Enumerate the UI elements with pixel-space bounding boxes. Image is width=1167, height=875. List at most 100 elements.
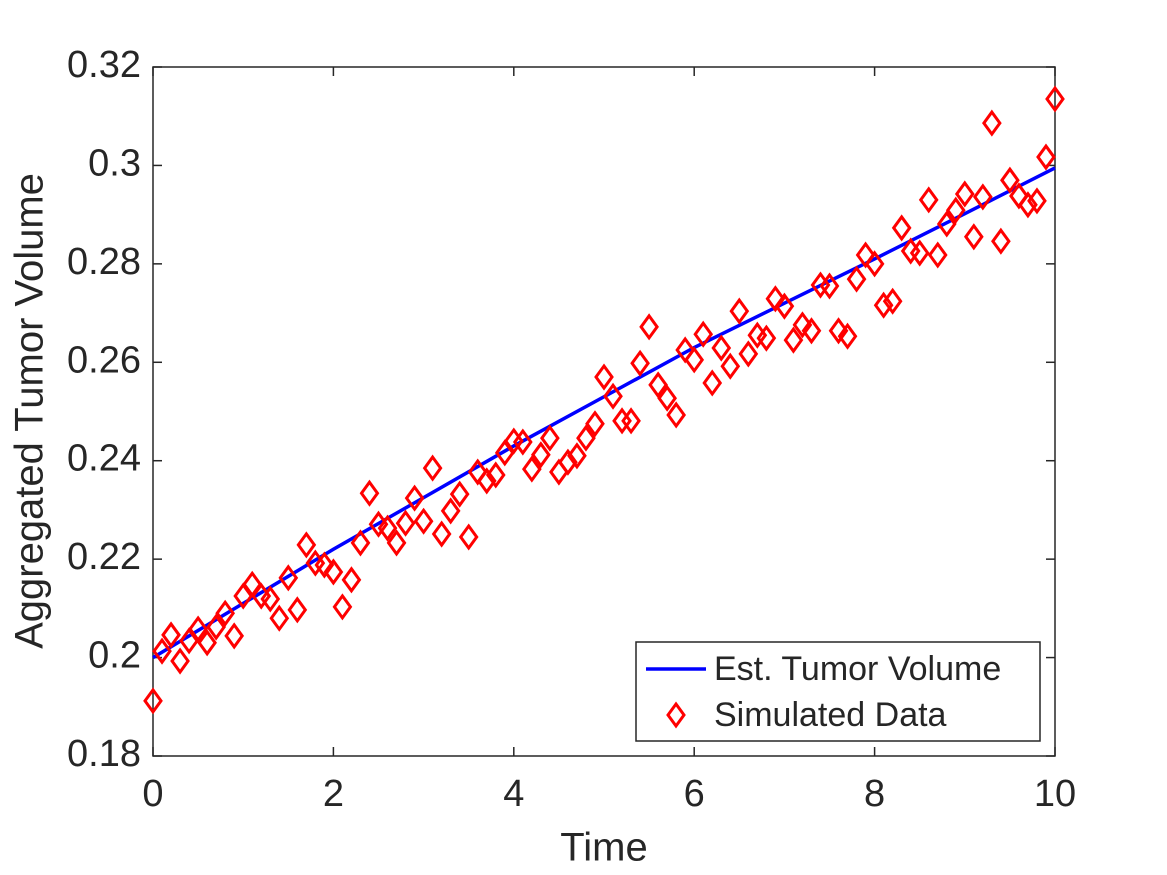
data-marker	[576, 424, 596, 452]
data-marker	[531, 441, 551, 469]
data-marker	[729, 297, 750, 325]
data-marker	[224, 622, 245, 650]
x-axis-label: Time	[560, 826, 647, 870]
data-marker	[630, 349, 650, 377]
data-marker	[404, 484, 425, 512]
data-marker	[909, 239, 930, 267]
data-marker	[269, 604, 290, 632]
data-marker	[972, 183, 993, 211]
data-marker	[918, 186, 939, 214]
data-marker	[1018, 191, 1038, 219]
x-tick-label: 6	[684, 773, 705, 815]
data-marker	[359, 479, 380, 507]
data-marker	[648, 371, 668, 399]
data-marker	[440, 497, 461, 525]
legend-label: Est. Tumor Volume	[714, 650, 1001, 688]
data-marker	[386, 529, 407, 557]
data-marker	[152, 637, 172, 665]
data-marker	[675, 336, 696, 364]
data-marker	[206, 613, 226, 641]
data-marker	[882, 287, 903, 315]
y-tick-label: 0.32	[67, 44, 141, 86]
data-marker	[314, 551, 335, 579]
data-marker	[567, 442, 587, 470]
data-marker	[188, 615, 208, 643]
data-marker	[512, 428, 533, 456]
data-marker	[422, 454, 443, 482]
data-marker	[738, 340, 759, 368]
y-tick-label: 0.18	[67, 733, 141, 775]
data-marker	[864, 250, 885, 278]
data-marker	[1045, 85, 1065, 113]
data-marker	[702, 369, 723, 397]
y-tick-label: 0.26	[67, 339, 141, 381]
data-marker	[666, 401, 687, 429]
data-marker	[413, 507, 434, 535]
data-marker	[585, 410, 605, 438]
y-tick-label: 0.24	[67, 438, 141, 480]
data-marker	[801, 317, 822, 345]
legend-box	[635, 641, 1041, 742]
data-marker	[323, 558, 344, 586]
data-marker	[332, 593, 353, 621]
plot-frame	[152, 66, 1056, 757]
x-tick-label: 0	[142, 773, 163, 815]
data-marker	[395, 509, 416, 537]
data-marker	[991, 227, 1011, 255]
data-marker	[684, 346, 705, 374]
data-marker	[873, 291, 894, 319]
data-marker	[458, 523, 479, 551]
data-marker	[982, 109, 1002, 137]
data-marker	[143, 687, 163, 715]
data-marker	[756, 324, 777, 352]
data-marker	[639, 313, 659, 341]
data-marker	[558, 448, 578, 476]
y-axis-label: Aggregated Tumor Volume	[8, 173, 52, 649]
data-marker	[693, 320, 714, 348]
data-marker	[954, 180, 975, 208]
data-marker	[296, 531, 317, 559]
data-marker	[476, 467, 497, 495]
data-marker	[1036, 143, 1056, 171]
data-marker	[963, 223, 984, 251]
data-marker	[350, 529, 371, 557]
data-marker	[1027, 187, 1047, 215]
data-marker	[891, 214, 912, 242]
data-marker	[621, 407, 641, 435]
data-marker	[549, 458, 569, 486]
x-tick-label: 2	[323, 773, 344, 815]
y-tick-label: 0.22	[67, 536, 141, 578]
x-tick-label: 8	[864, 773, 885, 815]
y-tick-label: 0.28	[67, 241, 141, 283]
y-tick-label: 0.2	[88, 635, 141, 677]
data-marker	[711, 334, 732, 362]
y-tick-label: 0.3	[88, 142, 141, 184]
data-marker	[720, 352, 741, 380]
data-marker	[341, 566, 362, 594]
data-marker	[603, 382, 623, 410]
data-marker	[1000, 166, 1020, 194]
data-marker	[170, 647, 190, 675]
data-marker	[945, 196, 966, 224]
data-marker	[431, 520, 452, 548]
data-marker	[1009, 182, 1029, 210]
data-marker	[485, 461, 506, 489]
data-marker	[837, 322, 858, 350]
data-marker	[828, 317, 849, 345]
data-marker	[197, 629, 217, 657]
data-marker	[855, 241, 876, 269]
legend-label: Simulated Data	[714, 696, 947, 734]
data-marker	[377, 514, 398, 542]
data-marker	[278, 564, 299, 592]
data-marker	[215, 599, 236, 627]
data-marker	[594, 363, 614, 391]
data-marker	[540, 424, 560, 452]
data-marker	[765, 285, 786, 313]
data-marker	[936, 210, 957, 238]
data-marker	[467, 458, 488, 486]
data-marker	[287, 596, 308, 624]
data-marker	[819, 272, 840, 300]
data-marker	[792, 311, 813, 339]
data-marker	[774, 292, 795, 320]
